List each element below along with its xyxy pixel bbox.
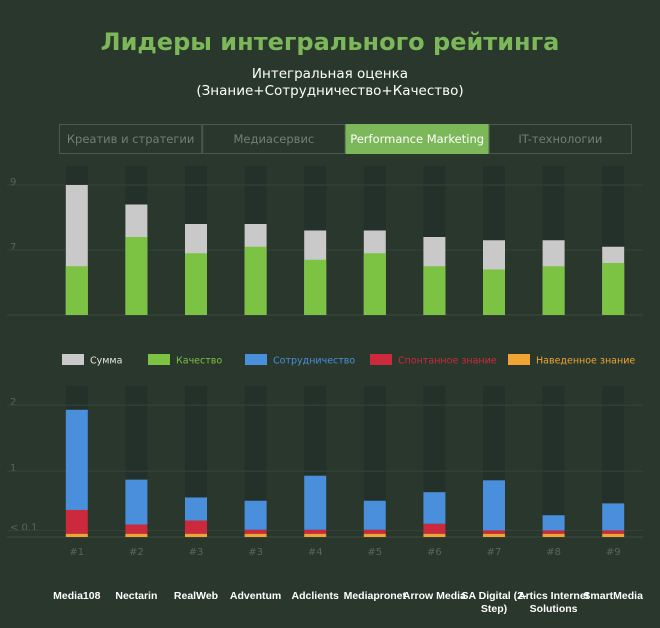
rank: #3 [248,547,263,558]
bar-segment [125,479,148,525]
y-tick-label: 9 [10,177,16,188]
bar-segment [363,500,386,530]
bar-segment [423,523,446,534]
bar-segment [185,497,207,521]
subtitle: Интегральная оценка [252,66,408,82]
bar-segment [65,533,88,537]
y-tick-label: 1 [10,463,16,474]
bar-segment [185,533,207,537]
bar-segment [304,529,327,534]
legend-label: Сумма [90,356,122,367]
legend-label: Спонтанное знание [398,356,497,367]
legend-label: Сотрудничество [273,356,355,367]
bar-segment [244,529,267,534]
bar-segment [542,515,565,531]
bar [483,269,505,315]
bar-segment [483,480,505,531]
legend-swatch [508,354,530,365]
bar-segment [602,503,625,531]
bar [65,266,88,315]
tab-label[interactable]: Performance Marketing [350,132,484,146]
column-bg [244,386,267,537]
bar [542,266,565,315]
bar-segment [483,533,505,537]
tab-label[interactable]: Медиасервис [234,132,315,146]
legend-swatch [62,354,84,365]
rank: #9 [606,547,621,558]
bar-segment [125,524,148,534]
y-tick-label: 7 [10,242,16,253]
category-label: Artics Internet Solutions [518,590,590,615]
category-label: Mediapronet [343,590,406,602]
bar-segment [363,529,386,534]
tab-label[interactable]: IT-технологии [518,132,602,146]
rank: #4 [308,547,323,558]
bar-segment [542,530,565,534]
column-bg [602,386,625,537]
y-tick-label: < 0.1 [10,522,37,533]
legend-swatch [370,354,392,365]
bar-segment [125,533,148,537]
bar-segment [185,520,207,534]
rank: #5 [367,547,382,558]
bar [423,266,446,315]
subtitle: (Знание+Сотрудничество+Качество) [196,83,463,99]
rank: #2 [129,547,144,558]
column-bg [542,386,565,537]
tab[interactable] [345,124,489,154]
category-label: Adventum [229,590,282,602]
bar [363,253,386,315]
bar-segment [363,533,386,537]
title: Лидеры интегрального рейтинга [101,28,560,56]
tab[interactable] [488,124,632,154]
bar-segment [304,475,327,530]
bar [185,253,207,315]
rank: #7 [487,547,502,558]
bar-segment [65,509,88,534]
bar-segment [244,533,267,537]
bar-segment [244,500,267,530]
legend-swatch [245,354,267,365]
legend-label: Качество [176,356,222,367]
tab[interactable] [59,124,203,154]
category-label: SA Digital (2-Step) [461,590,527,615]
bar-segment [602,530,625,534]
bar [304,259,327,315]
rank: #8 [546,547,561,558]
bar-segment [65,409,88,510]
tab-label[interactable]: Креатив и стратегии [67,132,194,146]
legend-swatch [148,354,170,365]
category-label: SmartMedia [583,590,643,602]
column-bg [363,386,386,537]
tab[interactable] [202,124,346,154]
bar-segment [542,533,565,537]
bar [602,263,625,315]
y-tick-label: 2 [10,397,16,408]
rank: #1 [69,547,84,558]
rank: #6 [427,547,442,558]
bar [125,237,148,315]
bar-segment [602,533,625,537]
category-label: Nectarin [115,590,158,602]
category-label: Adclients [291,590,339,602]
category-label: Arrow Media [402,590,466,602]
legend-label: Наведенное знание [536,356,635,367]
rank: #3 [189,547,204,558]
category-label: RealWeb [173,590,219,602]
category-label: Media108 [53,590,101,602]
bar [244,246,267,315]
bar-segment [423,533,446,537]
bar-segment [483,530,505,534]
bar-segment [423,492,446,524]
bar-segment [304,533,327,537]
